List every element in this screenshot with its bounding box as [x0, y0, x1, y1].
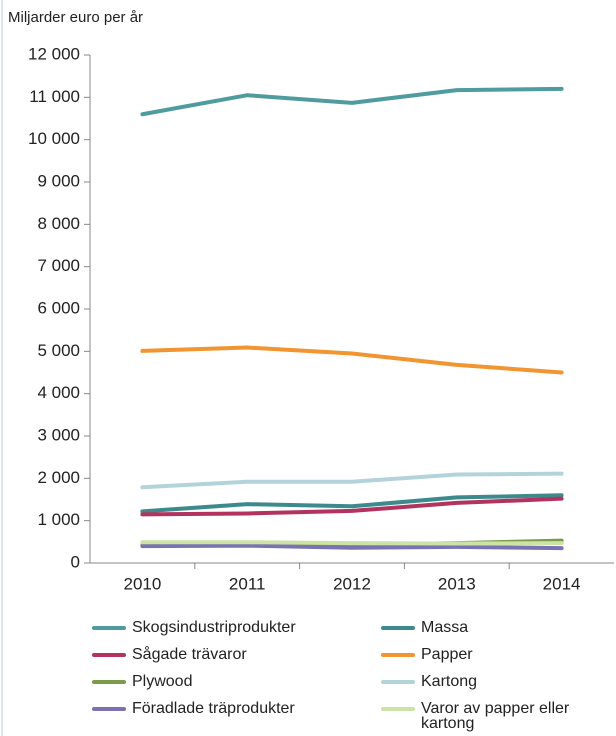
legend-label: Kartong	[421, 673, 478, 690]
y-tick-label: 3 000	[37, 425, 80, 444]
y-tick-label: 6 000	[37, 298, 80, 317]
legend-label: Varor av papper eller kartong	[421, 700, 570, 732]
y-tick-label: 11 000	[29, 87, 80, 106]
x-tick-label: 2012	[333, 574, 371, 593]
legend-label: Plywood	[132, 673, 193, 690]
x-tick-label: 2011	[229, 574, 266, 593]
line	[140, 496, 564, 517]
x-tick-label: 2013	[438, 574, 476, 593]
legend-label: Papper	[421, 646, 473, 663]
line	[140, 345, 564, 375]
y-axis-label: Miljarder euro per år	[8, 9, 143, 26]
y-tick-label: 9 000	[37, 171, 80, 190]
y-tick-label: 8 000	[37, 214, 80, 233]
x-tick-label: 2014	[543, 574, 581, 593]
line	[140, 540, 564, 546]
y-tick-label: 5 000	[37, 341, 80, 360]
y-tick-label: 10 000	[28, 129, 80, 148]
x-tick-label: 2010	[123, 574, 161, 593]
y-tick-label: 12 000	[28, 44, 80, 63]
y-tick-label: 1 000	[37, 510, 80, 529]
legend-label: Skogsindustriprodukter	[132, 619, 296, 636]
legend-label: Föradlade träprodukter	[132, 700, 295, 717]
line	[140, 86, 564, 117]
line	[140, 543, 564, 551]
line	[140, 471, 564, 490]
y-tick-label: 0	[71, 552, 80, 571]
y-tick-label: 2 000	[37, 468, 80, 487]
y-tick-label: 4 000	[37, 383, 80, 402]
y-tick-label: 7 000	[37, 256, 80, 275]
legend-label: Massa	[421, 619, 469, 636]
legend-label: Sågade trävaror	[132, 646, 247, 663]
line	[140, 493, 564, 514]
